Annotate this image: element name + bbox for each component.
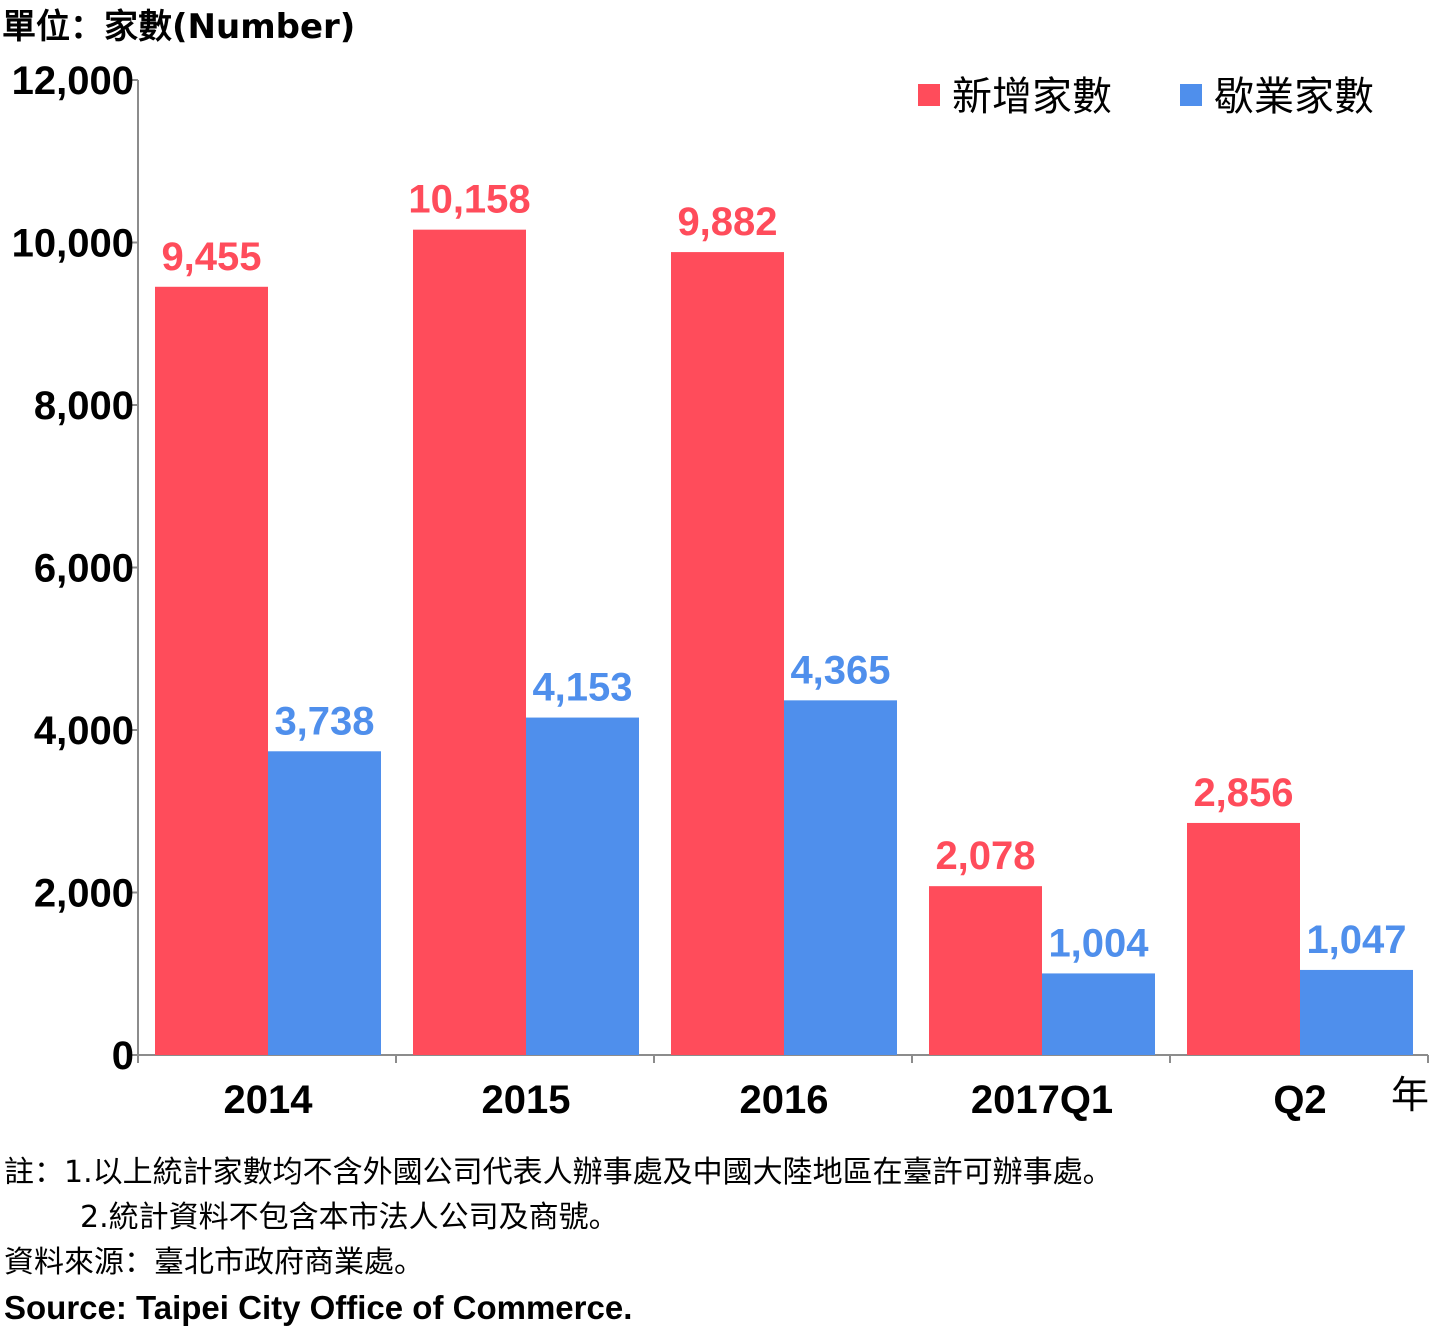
data-label: 3,738: [274, 699, 374, 743]
legend-label: 新增家數: [952, 74, 1112, 120]
data-label: 2,078: [935, 834, 1035, 878]
axes: 0 2,000 4,000 6,000 8,000 10,000 12,000 2014 201…: [12, 59, 1429, 1122]
legend-swatch: [918, 84, 940, 106]
legend-label: 歇業家數: [1214, 74, 1374, 120]
note-line-1: 註：1.以上統計家數均不含外國公司代表人辦事處及中國大陸地區在臺許可辦事處。: [4, 1155, 1113, 1190]
value-labels: 9,455 3,738 10,158 4,153 9,882 4,365 2,078 1,00…: [161, 178, 1406, 966]
x-tick-label: 2015: [482, 1078, 571, 1122]
data-label: 9,455: [161, 235, 261, 279]
data-label: 10,158: [408, 178, 530, 222]
x-tick-label: 2016: [740, 1078, 829, 1122]
data-label: 2,856: [1193, 771, 1293, 815]
data-label: 1,047: [1306, 918, 1406, 962]
y-tick-label: 2,000: [34, 872, 134, 916]
bar: [929, 886, 1042, 1055]
x-tick-label: 2017Q1: [971, 1078, 1113, 1122]
legend-swatch: [1180, 84, 1202, 106]
x-tick-label: Q2: [1273, 1078, 1326, 1122]
y-tick-label: 10,000: [12, 222, 134, 266]
data-label: 4,153: [532, 666, 632, 710]
bar-chart: 單位：家數(Number) 0 2,000 4,000 6,000 8,000 10,00…: [2, 7, 1429, 1122]
bar: [413, 229, 526, 1056]
y-tick-label: 6,000: [34, 547, 134, 591]
source-zh: 資料來源：臺北市政府商業處。: [4, 1245, 424, 1280]
footnotes: 註：1.以上統計家數均不含外國公司代表人辦事處及中國大陸地區在臺許可辦事處。 2…: [4, 1150, 1113, 1330]
y-tick-label: 0: [112, 1034, 134, 1078]
bar: [1300, 969, 1413, 1055]
x-tick-label: 2014: [224, 1078, 314, 1122]
bar: [671, 252, 784, 1055]
bar: [268, 751, 381, 1055]
bar: [526, 717, 639, 1055]
source-en: Source: Taipei City Office of Commerce.: [4, 1289, 633, 1326]
bar: [1042, 973, 1155, 1055]
bar: [155, 286, 268, 1055]
bar: [784, 700, 897, 1055]
data-label: 9,882: [677, 200, 777, 244]
unit-label: 單位：家數(Number): [2, 7, 355, 47]
y-tick-label: 4,000: [34, 709, 134, 753]
bar: [1187, 822, 1300, 1055]
note-line-2: 2.統計資料不包含本市法人公司及商號。: [80, 1200, 619, 1235]
data-label: 4,365: [790, 648, 890, 692]
data-label: 1,004: [1048, 921, 1149, 965]
legend: 新增家數 歇業家數: [918, 74, 1374, 120]
x-axis-unit: 年: [1391, 1073, 1429, 1117]
y-tick-label: 12,000: [12, 59, 134, 103]
bars: [155, 229, 1413, 1056]
y-tick-label: 8,000: [34, 384, 134, 428]
